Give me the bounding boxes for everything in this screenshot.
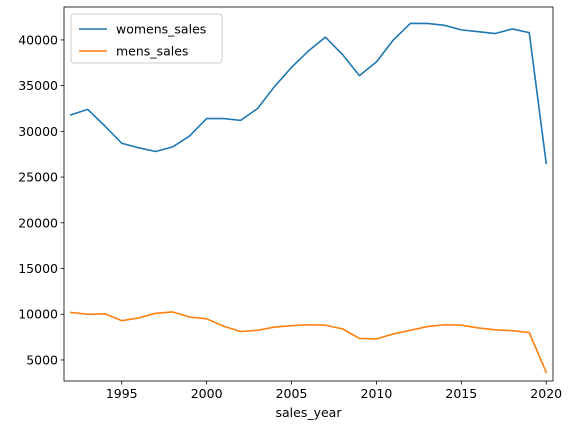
x-tick-label: 1995 (106, 386, 138, 401)
legend-label: mens_sales (116, 44, 188, 59)
plot-area (63, 6, 554, 382)
series-line-womens-sales (69, 22, 548, 165)
y-tick-label: 35000 (18, 78, 58, 93)
x-tick-label: 2020 (530, 386, 562, 401)
y-tick-label: 10000 (18, 307, 58, 322)
y-tick-label: 15000 (18, 261, 58, 276)
x-tick-label: 2015 (445, 386, 477, 401)
series-line-mens-sales (69, 311, 548, 374)
legend: womens_sales mens_sales (70, 13, 223, 64)
y-tick-label: 40000 (18, 32, 58, 47)
x-axis: 1995 2000 2005 2010 2015 2020 (106, 381, 562, 401)
x-tick-label: 2000 (191, 386, 223, 401)
x-tick-label: 2005 (276, 386, 308, 401)
series-lines (69, 22, 548, 374)
plot-border (63, 6, 554, 382)
legend-box (70, 13, 223, 64)
y-tick-label: 20000 (18, 215, 58, 230)
y-axis: 5000 10000 15000 20000 25000 30000 35000 40000 (18, 32, 64, 367)
y-tick-label: 5000 (26, 352, 58, 367)
x-axis-title: sales_year (276, 405, 343, 420)
x-tick-label: 2010 (361, 386, 393, 401)
y-tick-label: 25000 (18, 170, 58, 185)
y-tick-label: 30000 (18, 124, 58, 139)
legend-label: womens_sales (116, 22, 206, 37)
